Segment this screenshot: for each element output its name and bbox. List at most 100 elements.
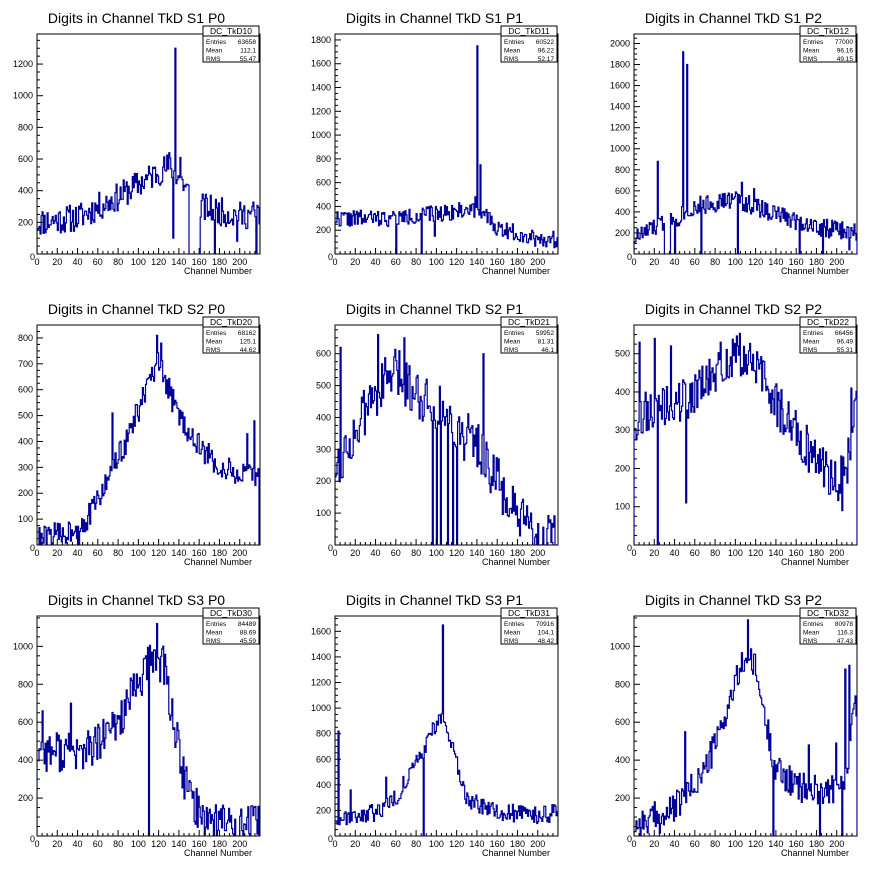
plot-frame	[334, 33, 559, 255]
x-tick-label: 40	[670, 548, 680, 558]
x-tick-label: 200	[232, 257, 247, 267]
x-tick-label: 120	[449, 257, 464, 267]
x-tick-label: 20	[649, 257, 659, 267]
stats-box-frame	[202, 316, 260, 354]
x-tick-label: 80	[113, 548, 123, 558]
stats-histogram-name: DC_TkD20	[210, 317, 252, 327]
x-tick-label: 0	[34, 257, 39, 267]
y-zero-label: 0	[328, 543, 333, 553]
x-tick-label: 0	[34, 839, 39, 849]
y-tick-label: 1800	[610, 60, 630, 70]
x-tick-label: 120	[151, 839, 166, 849]
histogram-panel: Digits in Channel TkD S3 P2 0 20 40 60 80 100 1…	[610, 592, 858, 858]
stats-key: Entries	[803, 621, 824, 628]
plot-frame	[334, 324, 559, 546]
y-zero-label: 0	[627, 252, 632, 262]
stats-key: Mean	[206, 48, 223, 55]
histogram-line	[634, 619, 857, 836]
y-tick-label: 200	[615, 793, 630, 803]
x-tick-label: 20	[649, 548, 659, 558]
y-tick-label: 200	[316, 225, 331, 235]
chart-title: Digits in Channel TkD S1 P2	[645, 10, 822, 26]
x-tick-label: 160	[789, 257, 804, 267]
x-tick-label: 100	[131, 257, 146, 267]
y-tick-label: 200	[615, 228, 630, 238]
x-tick-label: 180	[510, 257, 525, 267]
y-tick-label: 500	[316, 381, 331, 391]
y-zero-label: 0	[627, 543, 632, 553]
stats-key: RMS	[504, 56, 519, 63]
x-axis-label: Channel Number	[184, 848, 252, 858]
y-tick-label: 400	[18, 186, 33, 196]
x-tick-label: 200	[530, 839, 545, 849]
stats-box: DC_TkD10 Entries 63658 Mean 112.1 RMS 55.47	[202, 25, 260, 63]
stats-key: RMS	[206, 56, 221, 63]
histogram-panel: Digits in Channel TkD S1 P0 0 20 40 60 80 100 1…	[13, 10, 261, 276]
x-tick-label: 120	[748, 839, 763, 849]
x-tick-label: 140	[469, 548, 484, 558]
histogram-panel: Digits in Channel TkD S3 P1 0 20 40 60 80 100 1…	[311, 592, 559, 858]
histogram-panel: Digits in Channel TkD S2 P2 0 20 40 60 80 100 1…	[615, 301, 858, 567]
histogram-line	[37, 623, 260, 836]
y-tick-label: 400	[615, 755, 630, 765]
x-tick-label: 40	[73, 548, 83, 558]
x-tick-label: 140	[768, 839, 783, 849]
x-tick-label: 0	[631, 839, 636, 849]
stats-key: Entries	[504, 39, 525, 46]
stats-box: DC_TkD31 Entries 70916 Mean 104.1 RMS 48.42	[500, 607, 558, 645]
x-axis-label: Channel Number	[781, 557, 849, 567]
x-tick-label: 0	[34, 548, 39, 558]
x-tick-label: 40	[371, 839, 381, 849]
stats-value: 52.17	[538, 56, 555, 63]
stats-value: 116.3	[837, 630, 853, 637]
plot-frame	[36, 324, 261, 546]
stats-value: 44.62	[240, 347, 257, 354]
y-tick-label: 800	[316, 729, 331, 739]
y-tick-label: 1400	[610, 102, 630, 112]
x-tick-label: 0	[332, 257, 337, 267]
histogram-line	[335, 624, 558, 836]
y-tick-label: 400	[615, 387, 630, 397]
histogram-line	[335, 45, 558, 254]
x-tick-label: 60	[391, 257, 401, 267]
y-tick-label: 400	[18, 755, 33, 765]
x-tick-label: 80	[411, 257, 421, 267]
x-tick-label: 60	[690, 257, 700, 267]
stats-box-frame	[799, 607, 857, 645]
stats-key: Entries	[803, 330, 824, 337]
stats-value: 88.69	[240, 630, 257, 637]
stats-value: 55.47	[240, 56, 257, 63]
stats-value: 70916	[536, 621, 554, 628]
stats-histogram-name: DC_TkD10	[210, 26, 252, 36]
x-axis-label: Channel Number	[781, 266, 849, 276]
chart-title: Digits in Channel TkD S1 P1	[346, 10, 523, 26]
x-tick-label: 40	[371, 548, 381, 558]
stats-box-frame	[799, 316, 857, 354]
x-axis-label: Channel Number	[184, 266, 252, 276]
x-tick-label: 0	[332, 839, 337, 849]
x-tick-label: 20	[52, 257, 62, 267]
stats-value: 48.42	[538, 638, 555, 645]
y-tick-label: 400	[316, 201, 331, 211]
y-tick-label: 1200	[13, 59, 33, 69]
y-zero-label: 0	[30, 834, 35, 844]
x-tick-label: 80	[710, 548, 720, 558]
stats-value: 84489	[238, 621, 256, 628]
stats-key: Entries	[206, 39, 227, 46]
stats-histogram-name: DC_TkD11	[508, 26, 550, 36]
stats-box: DC_TkD20 Entries 68162 Mean 125.1 RMS 44.62	[202, 316, 260, 354]
x-tick-label: 20	[350, 257, 360, 267]
y-tick-label: 1600	[610, 81, 630, 91]
stats-value: 46.1	[541, 347, 554, 354]
stats-key: Mean	[504, 48, 521, 55]
stats-box-frame	[202, 25, 260, 63]
y-zero-label: 0	[30, 543, 35, 553]
y-tick-label: 600	[18, 385, 33, 395]
y-tick-label: 300	[18, 462, 33, 472]
histogram-panel: Digits in Channel TkD S2 P0 0 20 40 60 80 100 1…	[18, 301, 261, 567]
y-tick-label: 400	[615, 207, 630, 217]
stats-box: DC_TkD32 Entries 80978 Mean 116.3 RMS 47.43	[799, 607, 857, 645]
stats-key: Entries	[504, 621, 525, 628]
x-tick-label: 200	[232, 548, 247, 558]
y-tick-label: 600	[615, 717, 630, 727]
